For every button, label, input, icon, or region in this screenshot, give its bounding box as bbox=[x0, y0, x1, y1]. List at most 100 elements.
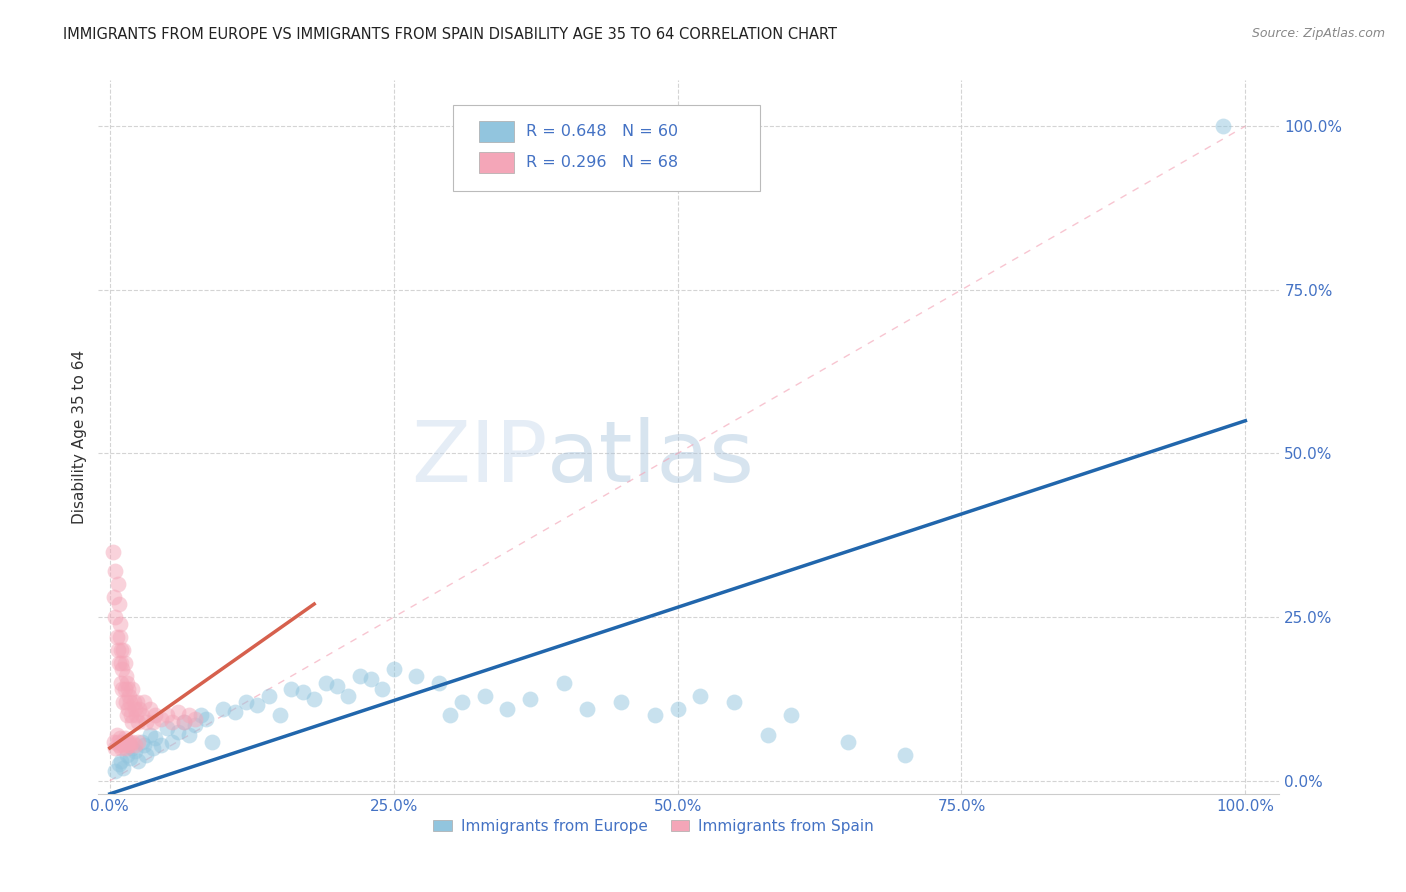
Point bbox=[120, 695, 142, 709]
Point bbox=[114, 669, 136, 683]
Point bbox=[179, 708, 201, 723]
Point bbox=[173, 714, 195, 729]
Point bbox=[112, 761, 135, 775]
Point bbox=[103, 591, 125, 605]
Point bbox=[115, 708, 138, 723]
Point bbox=[496, 702, 519, 716]
Point bbox=[118, 734, 141, 748]
Point bbox=[122, 695, 145, 709]
Point bbox=[132, 738, 155, 752]
Point bbox=[450, 695, 472, 709]
Point bbox=[142, 714, 165, 729]
Point bbox=[155, 708, 177, 723]
Point bbox=[1212, 119, 1234, 133]
Point bbox=[115, 734, 138, 748]
Text: ZIP: ZIP bbox=[411, 417, 547, 500]
Point bbox=[349, 669, 371, 683]
Text: Source: ZipAtlas.com: Source: ZipAtlas.com bbox=[1251, 27, 1385, 40]
Point bbox=[117, 738, 139, 752]
FancyBboxPatch shape bbox=[478, 152, 515, 173]
Point bbox=[104, 741, 127, 756]
Point bbox=[107, 577, 129, 591]
Point bbox=[723, 695, 745, 709]
Point bbox=[117, 682, 139, 697]
Point bbox=[644, 708, 666, 723]
FancyBboxPatch shape bbox=[478, 121, 515, 143]
Point bbox=[179, 728, 201, 742]
Point bbox=[780, 708, 803, 723]
Point bbox=[127, 714, 149, 729]
Point bbox=[111, 734, 134, 748]
Point bbox=[121, 741, 143, 756]
Point bbox=[575, 702, 598, 716]
Point bbox=[121, 734, 143, 748]
Point bbox=[427, 675, 450, 690]
Point bbox=[184, 718, 207, 732]
Point bbox=[127, 734, 149, 748]
Point bbox=[142, 741, 165, 756]
Point bbox=[121, 682, 143, 697]
Point bbox=[337, 689, 360, 703]
Point bbox=[302, 692, 325, 706]
FancyBboxPatch shape bbox=[453, 105, 759, 191]
Point bbox=[105, 630, 128, 644]
Point bbox=[326, 679, 349, 693]
Point bbox=[201, 734, 224, 748]
Legend: Immigrants from Europe, Immigrants from Spain: Immigrants from Europe, Immigrants from … bbox=[427, 813, 880, 839]
Point bbox=[111, 663, 134, 677]
Point bbox=[107, 643, 129, 657]
Point bbox=[120, 708, 142, 723]
Point bbox=[149, 712, 172, 726]
Point bbox=[105, 728, 128, 742]
Point bbox=[173, 714, 195, 729]
Point bbox=[112, 643, 135, 657]
Point bbox=[107, 734, 129, 748]
Point bbox=[124, 738, 146, 752]
Point bbox=[110, 656, 132, 670]
Point bbox=[212, 702, 235, 716]
Point bbox=[108, 630, 131, 644]
Point bbox=[190, 708, 212, 723]
Point bbox=[127, 754, 149, 768]
Point bbox=[110, 754, 132, 768]
Point bbox=[837, 734, 859, 748]
Point bbox=[103, 544, 125, 558]
Point bbox=[124, 702, 146, 716]
Point bbox=[114, 741, 136, 756]
Point bbox=[167, 724, 190, 739]
Point bbox=[115, 747, 138, 762]
Point bbox=[149, 738, 172, 752]
Point bbox=[474, 689, 496, 703]
Point bbox=[280, 682, 302, 697]
Text: IMMIGRANTS FROM EUROPE VS IMMIGRANTS FROM SPAIN DISABILITY AGE 35 TO 64 CORRELAT: IMMIGRANTS FROM EUROPE VS IMMIGRANTS FRO… bbox=[63, 27, 837, 42]
Point bbox=[108, 616, 131, 631]
Point bbox=[257, 689, 280, 703]
Point bbox=[235, 695, 257, 709]
Point bbox=[138, 702, 160, 716]
Point bbox=[114, 695, 136, 709]
Point bbox=[315, 675, 337, 690]
Point bbox=[155, 722, 177, 736]
Point bbox=[118, 689, 141, 703]
Point bbox=[382, 663, 405, 677]
Point bbox=[108, 731, 131, 746]
Y-axis label: Disability Age 35 to 64: Disability Age 35 to 64 bbox=[72, 350, 87, 524]
Point bbox=[128, 702, 150, 716]
Point bbox=[104, 764, 127, 778]
Point bbox=[291, 685, 314, 699]
Point bbox=[108, 597, 131, 611]
Text: R = 0.296   N = 68: R = 0.296 N = 68 bbox=[526, 155, 678, 169]
Point bbox=[519, 692, 541, 706]
Text: atlas: atlas bbox=[547, 417, 755, 500]
Point bbox=[135, 747, 157, 762]
Point bbox=[162, 734, 183, 748]
Point bbox=[246, 698, 269, 713]
Point bbox=[121, 714, 143, 729]
Point bbox=[143, 708, 166, 723]
Point bbox=[125, 708, 148, 723]
Point bbox=[360, 673, 382, 687]
Point bbox=[553, 675, 575, 690]
Text: R = 0.648   N = 60: R = 0.648 N = 60 bbox=[526, 124, 678, 139]
Point bbox=[111, 682, 134, 697]
Point bbox=[135, 714, 157, 729]
